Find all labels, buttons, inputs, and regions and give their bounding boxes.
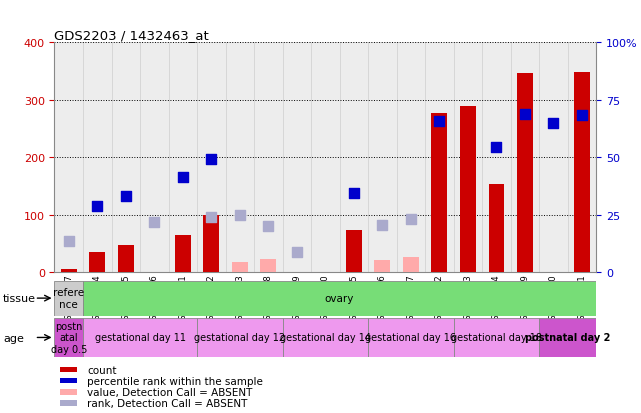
Bar [83,318,197,357]
Bar [511,43,539,273]
Point [206,156,217,162]
Point [149,219,160,226]
Point [121,193,131,199]
Bar [232,262,247,273]
Text: rank, Detection Call = ABSENT: rank, Detection Call = ABSENT [87,398,247,408]
Point [178,175,188,181]
Bar [454,318,539,357]
Bar [346,231,362,273]
Text: refere
nce: refere nce [53,287,85,309]
Bar [60,389,77,395]
Text: count: count [87,365,117,375]
Bar [311,43,340,273]
Bar [169,43,197,273]
Bar [460,107,476,273]
Text: gestational day 12: gestational day 12 [194,332,285,343]
Point [292,249,302,256]
Text: GDS2203 / 1432463_at: GDS2203 / 1432463_at [54,29,209,42]
Bar [482,43,511,273]
Bar [260,259,276,273]
Point [63,238,74,244]
Bar [574,73,590,273]
Bar [368,43,397,273]
Point [548,120,558,127]
Bar [568,43,596,273]
Text: age: age [3,333,24,343]
Bar [517,74,533,273]
Text: gestational day 11: gestational day 11 [94,332,185,343]
Point [235,212,245,218]
Bar [254,43,283,273]
Point [577,113,587,119]
Bar [175,235,190,273]
Bar [89,252,105,273]
Bar [425,43,454,273]
Bar [226,43,254,273]
Bar [403,257,419,273]
Bar [368,318,454,357]
Point [349,190,359,197]
Text: postnatal day 2: postnatal day 2 [525,332,610,343]
Bar [431,113,447,273]
Bar [488,185,504,273]
Bar [112,43,140,273]
Point [491,145,501,151]
Bar [539,318,596,357]
Bar [197,43,226,273]
Bar [60,378,77,384]
Text: ovary: ovary [325,293,354,304]
Bar [83,43,112,273]
Bar [54,318,83,357]
Bar [397,43,425,273]
Bar [340,43,368,273]
Point [406,216,416,223]
Point [377,222,387,228]
Bar [283,318,368,357]
Text: gestational day 18: gestational day 18 [451,332,542,343]
Point [263,223,274,230]
Bar [539,43,568,273]
Point [434,119,444,125]
Bar [140,43,169,273]
Text: gestational day 14: gestational day 14 [280,332,370,343]
Text: percentile rank within the sample: percentile rank within the sample [87,376,263,386]
Point [520,112,530,118]
Bar [454,43,482,273]
Point [92,203,103,210]
Bar [374,260,390,273]
Bar [54,281,83,316]
Bar [203,215,219,273]
Text: postn
atal
day 0.5: postn atal day 0.5 [51,321,87,354]
Bar [54,43,83,273]
Bar [283,43,311,273]
Bar [61,270,76,273]
Text: gestational day 16: gestational day 16 [365,332,456,343]
Bar [197,318,283,357]
Bar [60,367,77,373]
Text: tissue: tissue [3,294,36,304]
Bar [118,246,133,273]
Bar [60,400,77,406]
Text: value, Detection Call = ABSENT: value, Detection Call = ABSENT [87,387,253,397]
Point [206,214,217,220]
